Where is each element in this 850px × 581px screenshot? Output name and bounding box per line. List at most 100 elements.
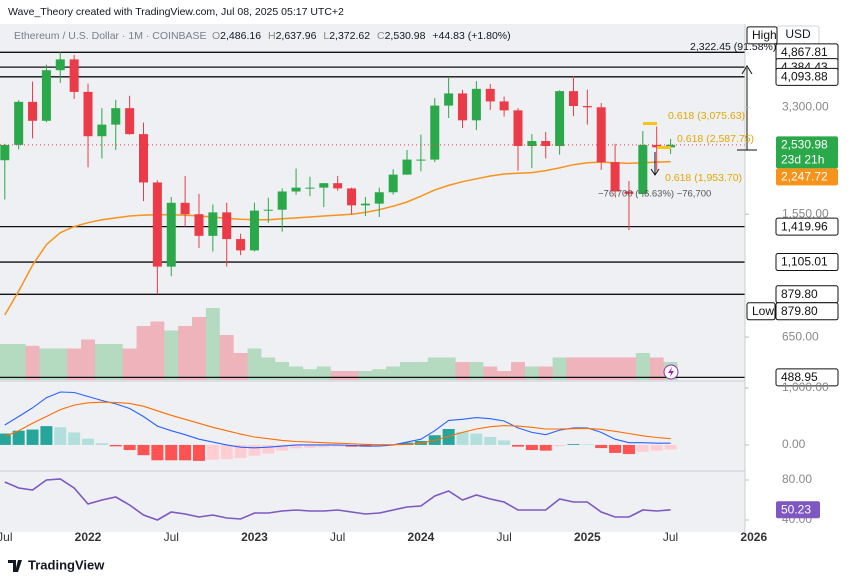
volume-bar	[122, 348, 137, 380]
histogram-bar	[206, 444, 219, 460]
symbol-info: Ethereum / U.S. Dollar · 1M · COINBASE	[14, 30, 207, 42]
histogram-bar	[317, 444, 330, 448]
prefix: H	[268, 30, 276, 42]
histogram-bar	[54, 427, 67, 445]
price-axis: 3,300.001,550.00650.004,867.814,384.434,…	[0, 26, 839, 544]
open: 2,486.16	[220, 30, 261, 42]
candle-body	[471, 88, 481, 121]
close: 2,530.98	[385, 30, 426, 42]
volume-bar	[81, 339, 95, 380]
candle-body	[14, 101, 24, 145]
histogram-bar	[622, 444, 635, 455]
volume-bar	[635, 353, 650, 380]
histogram-bar	[40, 426, 53, 445]
histogram-bar	[401, 442, 414, 445]
volume-bar	[205, 308, 220, 380]
volume-bar	[164, 330, 179, 380]
histogram-bar	[553, 444, 566, 447]
rsi-line	[4, 478, 671, 521]
histogram-bar	[442, 428, 455, 445]
volume-bar	[566, 357, 581, 380]
moving-average	[4, 160, 671, 316]
measure-arrow	[741, 65, 753, 75]
candle-body	[430, 105, 440, 160]
last-price: 2,530.98	[781, 138, 828, 152]
volume-bar	[524, 366, 539, 380]
candle-body	[55, 59, 65, 71]
rsi-value: 50.23	[781, 502, 811, 516]
candle-body	[458, 93, 468, 121]
histogram-bar	[456, 431, 469, 445]
x-tick-label: Jul	[663, 530, 678, 544]
histogram-bar	[220, 444, 233, 460]
candle-body	[596, 107, 606, 163]
volume-bar	[427, 357, 442, 380]
histogram-bar	[262, 444, 275, 454]
histogram-bar	[567, 444, 580, 445]
high-tag: High	[752, 28, 777, 42]
x-tick-label: Jul	[0, 530, 12, 544]
level-label: 1,105.01	[781, 255, 828, 269]
candle-body	[139, 134, 148, 183]
histogram-bar	[12, 430, 25, 445]
candle-body	[541, 141, 551, 147]
histogram-bar	[165, 444, 178, 461]
macd-line	[4, 401, 671, 446]
level-label-box	[775, 302, 839, 321]
brand: TradingView	[28, 557, 105, 572]
volume-bar	[455, 362, 470, 380]
histogram-bar	[95, 443, 108, 445]
volume-bar	[483, 366, 498, 380]
x-tick-label: 2023	[241, 530, 268, 544]
candle-body	[652, 144, 662, 148]
volume-bar	[330, 371, 345, 380]
low-tag: Low	[752, 304, 774, 318]
volume-bar	[441, 357, 456, 380]
level-label: 879.80	[781, 287, 818, 301]
candle-body	[0, 144, 10, 161]
high: 2,637.96	[276, 30, 317, 42]
y-tick-label: 0.00	[782, 437, 806, 451]
candle-body	[610, 162, 620, 192]
annotation: 0.618 (3,075.63)	[668, 110, 745, 122]
fib-line	[643, 122, 657, 125]
prefix: L	[323, 30, 329, 42]
histogram-bar	[609, 444, 622, 453]
level-label: 4,093.88	[781, 69, 828, 83]
volume-bar	[386, 366, 401, 380]
volume-bar	[511, 362, 525, 380]
volume-bar	[136, 326, 151, 380]
volume-bar	[538, 366, 553, 380]
x-tick-label: 2022	[75, 530, 102, 544]
candle-body	[291, 187, 301, 192]
histogram-bar	[276, 444, 289, 451]
volume-bar	[372, 369, 387, 380]
histogram-bar	[636, 444, 649, 452]
histogram-bar	[525, 444, 538, 451]
change: +44.83 (+1.80%)	[432, 30, 510, 42]
x-tick-label: Jul	[330, 530, 345, 544]
volume-bar	[11, 344, 26, 380]
volume-bar	[25, 345, 40, 380]
x-tick-label: Jul	[496, 530, 511, 544]
low: 2,372.62	[329, 30, 370, 42]
volume-bar	[344, 371, 359, 380]
candle-body	[41, 70, 51, 121]
histogram-bar	[498, 440, 511, 445]
histogram-bar	[581, 444, 594, 445]
volume-bar	[580, 357, 595, 380]
histogram-bar	[137, 444, 150, 456]
candle-body	[236, 239, 246, 251]
level-label-box	[775, 368, 839, 387]
x-tick-label: 2026	[740, 530, 767, 544]
candle-body	[374, 192, 384, 204]
histogram-bar	[470, 433, 483, 445]
volume-bar	[316, 366, 331, 380]
histogram-bar	[303, 444, 316, 448]
candle-body	[513, 110, 523, 147]
level-label-box	[775, 217, 839, 236]
x-tick-label: 2024	[408, 530, 435, 544]
candle-body	[388, 174, 398, 193]
volume-bar	[39, 348, 54, 380]
